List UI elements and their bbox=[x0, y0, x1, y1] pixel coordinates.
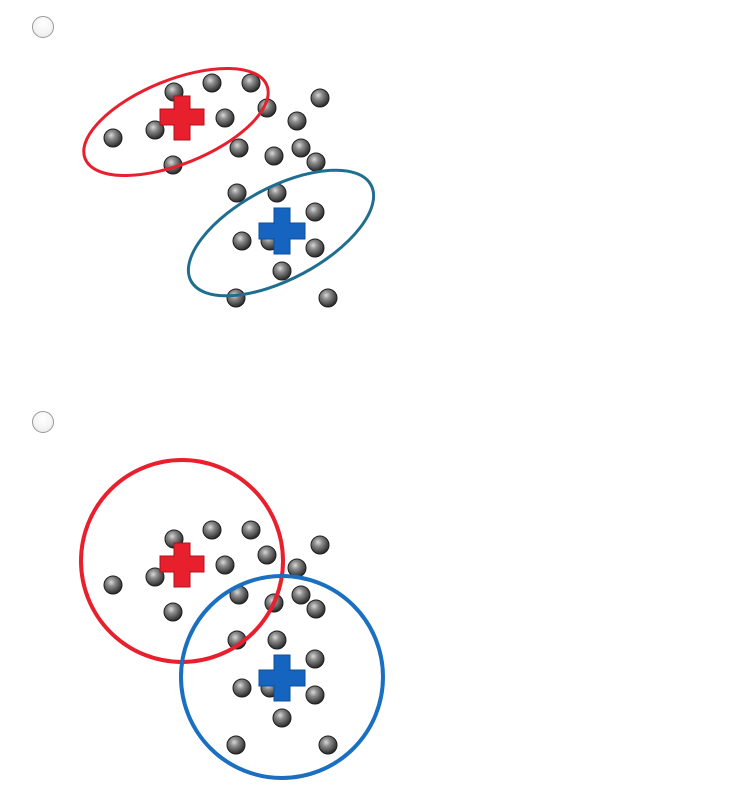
data-point bbox=[215, 108, 235, 128]
data-point bbox=[227, 183, 247, 203]
data-point bbox=[310, 88, 330, 108]
data-point bbox=[267, 630, 287, 650]
data-points bbox=[103, 520, 338, 755]
data-point bbox=[305, 685, 325, 705]
data-point bbox=[310, 535, 330, 555]
data-point bbox=[291, 585, 311, 605]
data-point bbox=[241, 520, 261, 540]
data-point bbox=[257, 545, 277, 565]
data-point bbox=[202, 73, 222, 93]
radio-button-option-b[interactable] bbox=[32, 411, 54, 433]
cluster-diagram-option-a bbox=[82, 66, 376, 308]
answer-option-a[interactable] bbox=[0, 0, 750, 396]
data-point bbox=[215, 555, 235, 575]
data-point bbox=[287, 558, 307, 578]
data-point bbox=[306, 152, 326, 172]
data-point bbox=[103, 575, 123, 595]
data-point bbox=[272, 261, 292, 281]
data-point bbox=[202, 520, 222, 540]
data-point bbox=[232, 231, 252, 251]
blue-centroid-plus-icon bbox=[258, 207, 306, 255]
data-point bbox=[287, 111, 307, 131]
data-points bbox=[103, 73, 338, 308]
data-point bbox=[305, 202, 325, 222]
blue-cluster-circle bbox=[179, 574, 385, 780]
data-point bbox=[318, 288, 338, 308]
blue-centroid-plus-icon bbox=[258, 654, 306, 702]
cluster-diagram-option-b bbox=[79, 458, 385, 780]
data-point bbox=[272, 708, 292, 728]
blue-cluster-ellipse bbox=[186, 168, 376, 298]
data-point bbox=[103, 128, 123, 148]
data-point bbox=[229, 138, 249, 158]
data-point bbox=[306, 599, 326, 619]
red-centroid-plus-icon bbox=[159, 542, 205, 588]
data-point bbox=[305, 238, 325, 258]
data-point bbox=[232, 678, 252, 698]
data-point bbox=[226, 288, 246, 308]
data-point bbox=[291, 138, 311, 158]
data-point bbox=[163, 602, 183, 622]
red-centroid-plus-icon bbox=[159, 95, 205, 141]
red-cluster-ellipse bbox=[82, 66, 270, 178]
data-point bbox=[305, 649, 325, 669]
answer-option-b[interactable] bbox=[0, 396, 750, 806]
data-point bbox=[318, 735, 338, 755]
data-point bbox=[264, 146, 284, 166]
data-point bbox=[241, 73, 261, 93]
data-point bbox=[226, 735, 246, 755]
radio-button-option-a[interactable] bbox=[32, 16, 54, 38]
